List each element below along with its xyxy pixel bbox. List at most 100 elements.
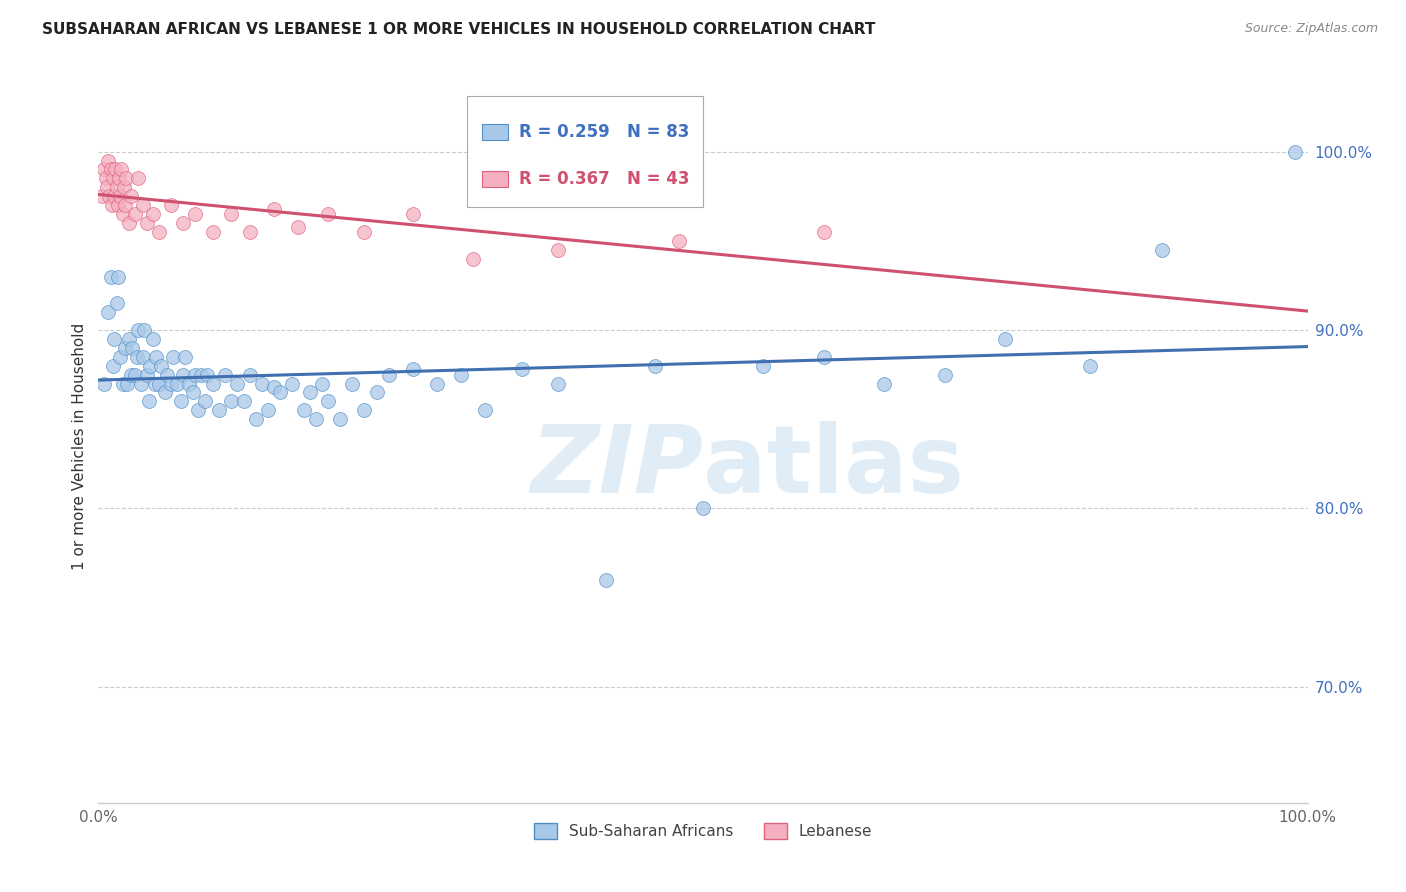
Point (595, 573, 617, 587)
Point (100, 198, 122, 212)
Point (281, 376, 304, 391)
Point (142, 332, 165, 346)
Point (97, 305, 120, 319)
Point (994, 332, 1017, 346)
Point (190, 368, 212, 382)
Point (160, 198, 183, 212)
Point (107, 198, 129, 212)
Point (426, 376, 449, 391)
Point (1284, 145, 1306, 159)
Point (127, 323, 149, 337)
Point (108, 189, 131, 203)
Point (111, 207, 134, 221)
Legend: Sub-Saharan Africans, Lebanese: Sub-Saharan Africans, Lebanese (527, 817, 879, 845)
Text: Source: ZipAtlas.com: Source: ZipAtlas.com (1244, 22, 1378, 36)
Point (135, 216, 157, 230)
Point (214, 368, 236, 382)
Point (100, 269, 122, 284)
Point (142, 207, 165, 221)
Point (172, 216, 194, 230)
Point (101, 359, 124, 373)
Point (108, 350, 131, 364)
Point (226, 376, 249, 391)
Point (114, 198, 136, 212)
Point (263, 202, 285, 216)
Point (93, 376, 115, 391)
Point (450, 368, 472, 382)
Point (103, 332, 125, 346)
Point (143, 376, 166, 391)
Point (184, 368, 207, 382)
Point (148, 225, 170, 239)
Point (292, 403, 315, 417)
Point (135, 368, 157, 382)
Point (132, 198, 155, 212)
Point (127, 350, 149, 364)
Point (1078, 359, 1101, 373)
Point (463, 252, 485, 266)
Text: SUBSAHARAN AFRICAN VS LEBANESE 1 OR MORE VEHICLES IN HOUSEHOLD CORRELATION CHART: SUBSAHARAN AFRICAN VS LEBANESE 1 OR MORE… (42, 22, 876, 37)
Point (250, 376, 273, 391)
Point (813, 225, 835, 239)
Point (104, 162, 127, 177)
Point (287, 219, 309, 234)
Point (377, 368, 399, 382)
Point (117, 376, 139, 391)
Point (256, 403, 278, 417)
Text: atlas: atlas (703, 421, 965, 514)
Point (194, 394, 217, 409)
Point (353, 403, 375, 417)
Point (402, 207, 425, 221)
Point (110, 162, 132, 177)
Point (153, 385, 176, 400)
Point (166, 376, 188, 391)
Point (269, 385, 291, 400)
Y-axis label: 1 or more Vehicles in Household: 1 or more Vehicles in Household (72, 322, 87, 570)
Point (239, 225, 262, 239)
Point (474, 403, 496, 417)
Point (184, 207, 207, 221)
Point (692, 501, 714, 516)
Text: R = 0.259   N = 83: R = 0.259 N = 83 (519, 123, 689, 141)
Point (111, 376, 134, 391)
Point (127, 171, 149, 186)
Point (138, 394, 160, 409)
Point (150, 359, 173, 373)
Text: R = 0.367   N = 43: R = 0.367 N = 43 (519, 170, 690, 188)
Point (329, 412, 352, 426)
Point (305, 412, 328, 426)
Point (245, 412, 267, 426)
Point (124, 368, 146, 382)
Point (148, 376, 170, 391)
Point (105, 296, 128, 310)
Point (172, 368, 194, 382)
Point (115, 171, 138, 186)
Point (299, 385, 322, 400)
Point (118, 216, 141, 230)
Point (263, 380, 285, 394)
Point (129, 376, 152, 391)
Point (105, 180, 128, 194)
Point (108, 171, 131, 186)
Point (221, 394, 243, 409)
Point (813, 350, 835, 364)
Point (114, 341, 136, 355)
Point (644, 359, 666, 373)
Point (342, 376, 364, 391)
Point (316, 394, 339, 409)
Point (366, 385, 388, 400)
Point (668, 234, 690, 248)
Point (96, 180, 118, 194)
Text: ZIP: ZIP (530, 421, 703, 514)
Point (120, 189, 142, 203)
Point (139, 359, 162, 373)
Point (124, 207, 146, 221)
Point (145, 350, 167, 364)
Point (100, 162, 122, 177)
Point (221, 207, 243, 221)
Point (112, 180, 135, 194)
Point (873, 376, 896, 391)
Point (156, 368, 179, 382)
Point (239, 368, 262, 382)
Point (187, 403, 209, 417)
